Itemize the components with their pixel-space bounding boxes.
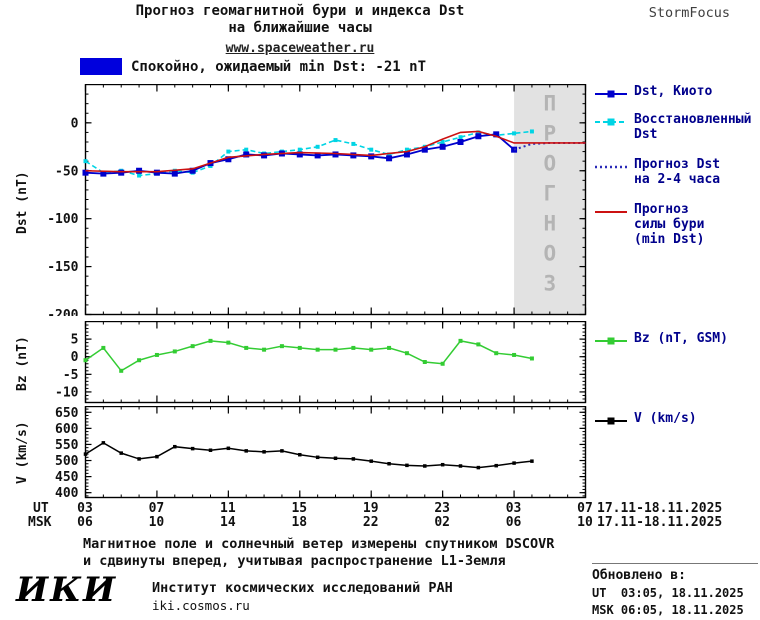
ut-tick-label: 03 (77, 501, 93, 516)
brand-label: StormFocus (648, 5, 730, 21)
bz-chart: 5 0 -5 -10 (55, 321, 587, 404)
msk-tick-label: 02 (434, 515, 450, 530)
svg-text:Н: Н (543, 212, 556, 236)
msk-tick-label: 10 (577, 515, 593, 530)
legend-dst-kyoto: Dst, Киото (594, 84, 758, 100)
legend-label-bz: Bz (nT, GSM) (634, 331, 728, 346)
ut-tick-label: 07 (577, 501, 593, 516)
ut-tick-row: UT 17.11-18.11.2025 03 07 11 15 19 23 03 07 (0, 501, 760, 516)
msk-tick-label: 10 (148, 515, 165, 530)
updated-msk-time: MSK 06:05, 18.11.2025 (592, 603, 744, 617)
svg-text:О: О (543, 242, 556, 266)
svg-text:П: П (543, 92, 556, 116)
v-line-icon (595, 417, 627, 425)
svg-text:400: 400 (55, 486, 79, 499)
svg-text:500: 500 (55, 454, 79, 469)
v-y-axis-label: V (km/s) (15, 421, 30, 484)
status-level-swatch (80, 58, 122, 75)
legend-bz: Bz (nT, GSM) (594, 331, 758, 347)
svg-text:600: 600 (55, 422, 79, 437)
msk-tick-row: MSK 17.11-18.11.2025 06 10 14 18 22 02 06 10 (0, 515, 760, 530)
svg-text:-100: -100 (47, 212, 78, 227)
footer-note-line2: и сдвинуты вперед, учитывая распростране… (83, 553, 506, 569)
svg-text:Р: Р (543, 122, 556, 146)
svg-text:0: 0 (71, 116, 79, 131)
legend-label-dst-kyoto: Dst, Киото (634, 84, 713, 99)
svg-text:З: З (543, 272, 556, 296)
msk-axis-name: MSK (28, 515, 52, 530)
status-text: Спокойно, ожидаемый min Dst: -21 nT (131, 58, 427, 75)
svg-text:450: 450 (55, 470, 79, 485)
ut-tick-label: 15 (291, 501, 308, 516)
legend-forecast-dst: Прогноз Dst на 2-4 часа (594, 157, 758, 187)
msk-tick-label: 06 (505, 515, 522, 530)
svg-text:Г: Г (543, 182, 556, 206)
ut-tick-label: 07 (148, 501, 165, 516)
dst-kyoto-line-icon (595, 90, 627, 98)
svg-text:0: 0 (71, 350, 79, 365)
svg-text:-150: -150 (47, 260, 78, 275)
ut-tick-label: 23 (434, 501, 450, 516)
ut-tick-label: 19 (362, 501, 379, 516)
footer-note-line1: Магнитное поле и солнечный ветер измерен… (83, 536, 555, 552)
legend-recovered-dst: Восстановленный Dst (594, 112, 758, 142)
msk-tick-label: 14 (220, 515, 236, 530)
legend-label-recovered: Восстановленный Dst (634, 112, 752, 142)
bz-line-icon (595, 337, 627, 345)
page-title-line1: Прогноз геомагнитной бури и индекса Dst (135, 3, 465, 19)
ut-tick-label: 03 (505, 501, 522, 516)
updated-ut-time: UT 03:05, 18.11.2025 (592, 586, 744, 600)
svg-text:-50: -50 (55, 164, 79, 179)
svg-text:-5: -5 (63, 368, 79, 383)
ut-tick-label: 11 (220, 501, 236, 516)
institute-name: Институт космических исследований РАН (152, 580, 453, 596)
svg-text:О: О (543, 152, 556, 176)
storm-status: Спокойно, ожидаемый min Dst: -21 nT (80, 58, 426, 75)
dst-y-axis-label: Dst (nT) (15, 171, 30, 234)
legend-label-v: V (km/s) (634, 411, 697, 426)
legend-label-forecast-storm: Прогноз силы бури (min Dst) (634, 202, 705, 247)
legend-label-forecast-dst: Прогноз Dst на 2-4 часа (634, 157, 721, 187)
header: Прогноз геомагнитной бури и индекса Dst … (40, 3, 560, 56)
updated-box: Обновлено в: UT 03:05, 18.11.2025 MSK 06… (592, 563, 758, 617)
msk-tick-label: 18 (291, 515, 308, 530)
iki-logo: ИКИ (16, 570, 118, 610)
spaceweather-link[interactable]: www.spaceweather.ru (225, 41, 375, 56)
legend-forecast-storm: Прогноз силы бури (min Dst) (594, 202, 758, 247)
msk-date-range: 17.11-18.11.2025 (597, 515, 723, 530)
msk-tick-label: 22 (362, 515, 379, 530)
page-title-line2: на ближайшие часы (228, 20, 372, 36)
svg-text:550: 550 (55, 438, 79, 453)
legend-v: V (km/s) (594, 411, 758, 427)
updated-title: Обновлено в: (592, 568, 686, 583)
ut-date-range: 17.11-18.11.2025 (597, 501, 723, 516)
bz-y-axis-label: Bz (nT) (15, 336, 30, 391)
svg-text:650: 650 (55, 406, 79, 421)
svg-text:5: 5 (71, 333, 79, 348)
msk-tick-label: 06 (77, 515, 93, 530)
svg-text:-200: -200 (47, 308, 78, 316)
recovered-dst-line-icon (595, 118, 627, 126)
iki-site-link[interactable]: iki.cosmos.ru (152, 598, 250, 613)
forecast-dst-line-icon (595, 165, 627, 169)
ut-axis-name: UT (33, 501, 49, 516)
svg-text:-10: -10 (55, 385, 79, 400)
forecast-storm-line-icon (595, 211, 627, 213)
